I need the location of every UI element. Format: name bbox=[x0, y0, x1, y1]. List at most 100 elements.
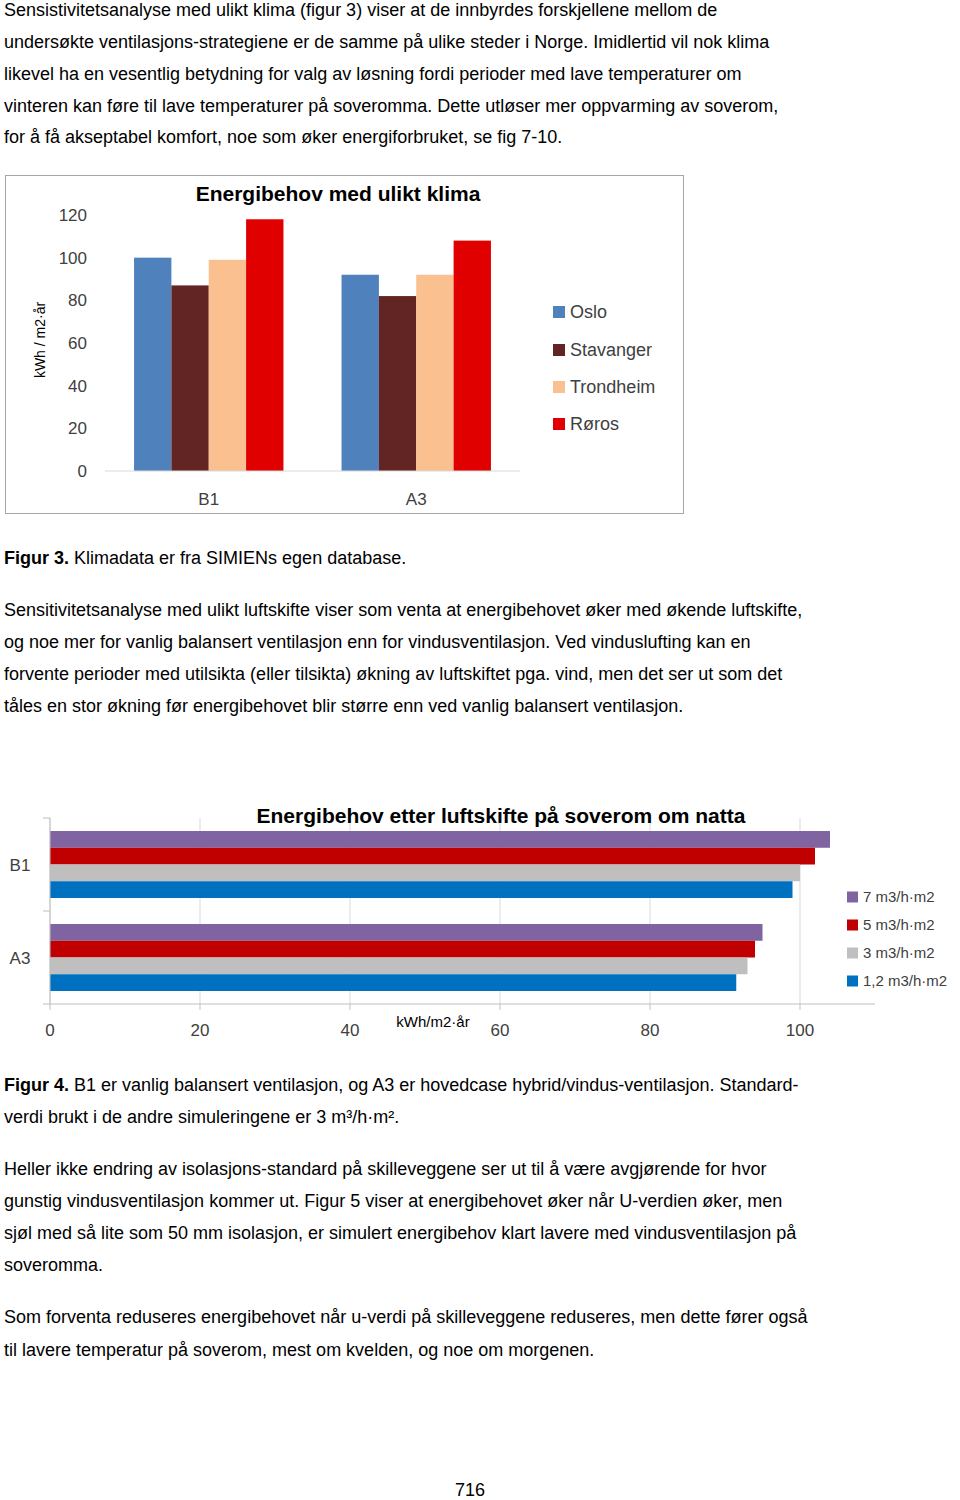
tick-label: 100 bbox=[59, 249, 87, 268]
category-tick bbox=[43, 1004, 50, 1005]
tick-label: 0 bbox=[78, 462, 87, 481]
tick-label: 80 bbox=[68, 291, 87, 310]
tick-label: 80 bbox=[641, 1021, 660, 1040]
bar bbox=[50, 924, 763, 941]
paragraph-line: vinteren kan føre til lave temperaturer … bbox=[4, 94, 778, 118]
bar bbox=[416, 275, 453, 471]
bar bbox=[50, 848, 815, 865]
caption-text: verdi brukt i de andre simuleringene er … bbox=[4, 1107, 399, 1127]
tick-mark bbox=[200, 1004, 201, 1010]
axis-line bbox=[50, 818, 51, 1004]
caption-label: Figur 3. bbox=[4, 548, 69, 568]
legend-swatch bbox=[553, 418, 565, 430]
legend-swatch bbox=[847, 920, 858, 931]
bar bbox=[454, 241, 491, 471]
category-tick bbox=[43, 818, 50, 819]
tick-mark bbox=[101, 257, 105, 258]
paragraph-line: sjøl med så lite som 50 mm isolasjon, er… bbox=[4, 1221, 796, 1245]
chart-frame bbox=[6, 176, 684, 514]
axis-label: kWh/m2·år bbox=[396, 1013, 469, 1030]
category-tick bbox=[43, 911, 50, 912]
paragraph-line: og noe mer for vanlig balansert ventilas… bbox=[4, 630, 750, 654]
legend-swatch bbox=[553, 344, 565, 356]
legend: Oslo Stavanger Trondheim Røros bbox=[553, 302, 655, 434]
bars bbox=[50, 831, 830, 991]
tick-mark bbox=[350, 1004, 351, 1010]
paragraph-line: forvente perioder med utilsikta (eller t… bbox=[4, 662, 782, 686]
legend: 7 m3/h·m2 5 m3/h·m2 3 m3/h·m2 1,2 m3/h·m2 bbox=[847, 888, 947, 989]
legend-label: 5 m3/h·m2 bbox=[863, 916, 935, 933]
bar bbox=[379, 296, 416, 471]
tick-mark bbox=[800, 1004, 801, 1010]
axis-label: kWh / m2·år bbox=[32, 302, 48, 379]
tick-mark bbox=[101, 385, 105, 386]
legend-label: Oslo bbox=[570, 302, 607, 322]
tick-label: 40 bbox=[341, 1021, 360, 1040]
legend-label: Røros bbox=[570, 414, 619, 434]
category-label: B1 bbox=[10, 856, 31, 875]
tick-mark bbox=[500, 1004, 501, 1010]
paragraph-line: Som forventa reduseres energibehovet når… bbox=[4, 1305, 807, 1329]
axis-line bbox=[50, 1004, 875, 1005]
legend-label: Trondheim bbox=[570, 377, 655, 397]
tick-label: 60 bbox=[491, 1021, 510, 1040]
paragraph-line: Sensistivitetsanalyse med ulikt klima (f… bbox=[4, 0, 717, 22]
bar bbox=[50, 865, 800, 882]
tick-mark bbox=[101, 343, 105, 344]
chart-title: Energibehov med ulikt klima bbox=[196, 182, 481, 205]
bar bbox=[50, 974, 736, 991]
paragraph-line: for å få akseptabel komfort, noe som øke… bbox=[4, 125, 562, 149]
category-label: A3 bbox=[10, 949, 31, 968]
tick-mark bbox=[101, 300, 105, 301]
legend-swatch bbox=[553, 381, 565, 393]
paragraph-line: soveromma. bbox=[4, 1253, 103, 1277]
caption-text: B1 er vanlig balansert ventilasjon, og A… bbox=[74, 1075, 798, 1095]
paragraph-line: Sensitivitetsanalyse med ulikt luftskift… bbox=[4, 598, 802, 622]
paragraph-line: gunstig vindusventilasjon kommer ut. Fig… bbox=[4, 1189, 782, 1213]
paragraph-line: Heller ikke endring av isolasjons-standa… bbox=[4, 1157, 766, 1181]
category-label: A3 bbox=[406, 490, 427, 509]
legend-label: 7 m3/h·m2 bbox=[863, 888, 935, 905]
tick-mark bbox=[650, 1004, 651, 1010]
bar bbox=[50, 831, 830, 848]
grid-line bbox=[50, 818, 51, 1004]
paragraph-line: undersøkte ventilasjons-strategiene er d… bbox=[4, 30, 769, 54]
legend-label: 1,2 m3/h·m2 bbox=[863, 972, 947, 989]
bar bbox=[50, 941, 755, 958]
category-label: B1 bbox=[198, 490, 219, 509]
bar bbox=[50, 881, 793, 898]
paragraph-line: likevel ha en vesentlig betydning for va… bbox=[4, 62, 741, 86]
paragraph-line: tåles en stor økning før energibehovet b… bbox=[4, 694, 683, 718]
bar bbox=[342, 275, 379, 471]
caption-line: verdi brukt i de andre simuleringene er … bbox=[4, 1105, 399, 1129]
bars bbox=[134, 219, 491, 471]
bar bbox=[246, 219, 283, 471]
tick-mark bbox=[101, 215, 105, 216]
legend-swatch bbox=[847, 892, 858, 903]
tick-label: 40 bbox=[68, 377, 87, 396]
chart-title: Energibehov etter luftskifte på soverom … bbox=[257, 804, 746, 827]
tick-mark bbox=[50, 1004, 51, 1010]
legend-swatch bbox=[847, 948, 858, 959]
charts: Energibehov med ulikt klima kWh / m2·år 0 2… bbox=[0, 0, 960, 1500]
caption-line: Figur 4. B1 er vanlig balansert ventilas… bbox=[4, 1073, 798, 1097]
bar bbox=[50, 958, 748, 975]
tick-label: 100 bbox=[786, 1021, 814, 1040]
page-number: 716 bbox=[455, 1478, 485, 1500]
legend-label: 3 m3/h·m2 bbox=[863, 944, 935, 961]
caption-text: Klimadata er fra SIMIENs egen database. bbox=[74, 548, 406, 568]
tick-mark bbox=[101, 428, 105, 429]
axis-line bbox=[105, 471, 520, 472]
legend-label: Stavanger bbox=[570, 340, 652, 360]
tick-label: 20 bbox=[68, 419, 87, 438]
tick-mark bbox=[101, 471, 105, 472]
legend-swatch bbox=[553, 306, 565, 318]
paragraph-line: til lavere temperatur på soverom, mest o… bbox=[4, 1338, 594, 1362]
caption-line: Figur 3. Klimadata er fra SIMIENs egen d… bbox=[4, 546, 406, 570]
legend-swatch bbox=[847, 976, 858, 987]
tick-label: 120 bbox=[59, 206, 87, 225]
bar bbox=[171, 285, 208, 471]
bar bbox=[134, 258, 171, 471]
tick-label: 0 bbox=[45, 1021, 54, 1040]
caption-label: Figur 4. bbox=[4, 1075, 69, 1095]
